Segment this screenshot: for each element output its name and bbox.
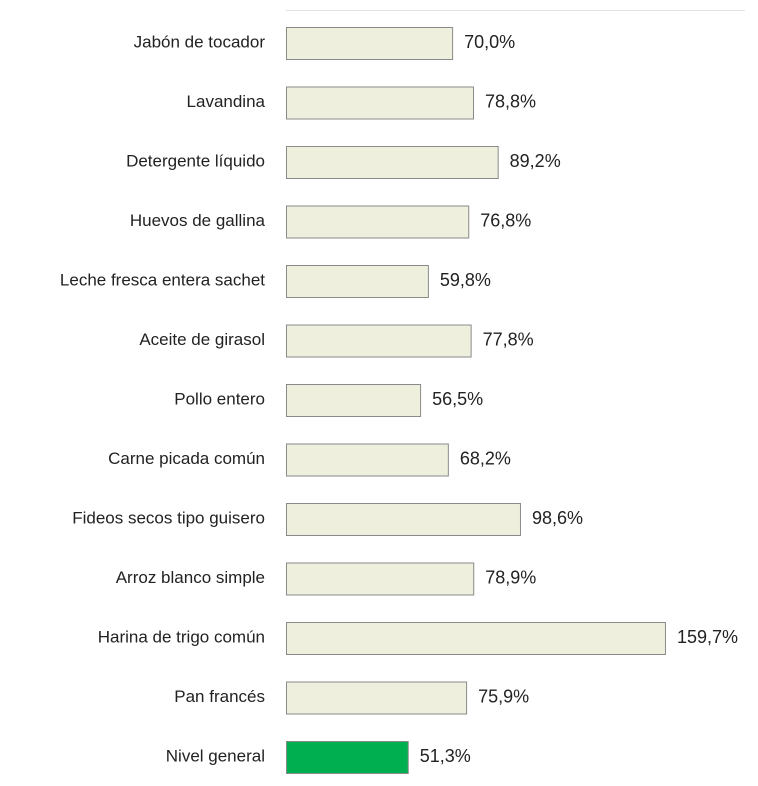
category-label: Lavandina [187,92,266,111]
category-label: Leche fresca entera sachet [60,270,265,289]
value-label: 76,8% [480,210,531,230]
value-label: 78,8% [485,91,536,111]
value-label: 78,9% [485,567,536,587]
value-label: 59,8% [440,270,491,290]
category-label: Jabón de tocador [134,32,266,51]
value-label: 68,2% [460,448,511,468]
category-label: Pollo entero [174,389,265,408]
bar [286,681,468,715]
value-label: 159,7% [677,627,738,647]
value-label: 89,2% [510,151,561,171]
category-label: Harina de trigo común [98,627,265,646]
value-label: 75,9% [478,686,529,706]
bar [286,324,472,358]
category-label: Nivel general [166,746,265,765]
category-label: Aceite de girasol [139,330,265,349]
bar [286,27,454,60]
value-label: 51,3% [420,746,471,766]
value-label: 70,0% [464,32,515,52]
category-label: Carne picada común [108,449,265,468]
category-label: Fideos secos tipo guisero [72,508,265,527]
value-label: 56,5% [432,389,483,409]
category-label: Pan francés [174,687,265,706]
bar [286,741,409,774]
bar [286,503,521,536]
bar [286,384,422,417]
value-label: 98,6% [532,508,583,528]
bar [286,146,499,179]
bar [286,86,474,120]
bar [286,443,449,477]
bar [286,622,666,655]
value-label: 77,8% [483,329,534,349]
bar [286,265,429,298]
category-label: Detergente líquido [126,151,265,170]
category-label: Arroz blanco simple [116,568,265,587]
bar [286,205,470,239]
category-label: Huevos de gallina [130,211,266,230]
bar [286,562,475,596]
